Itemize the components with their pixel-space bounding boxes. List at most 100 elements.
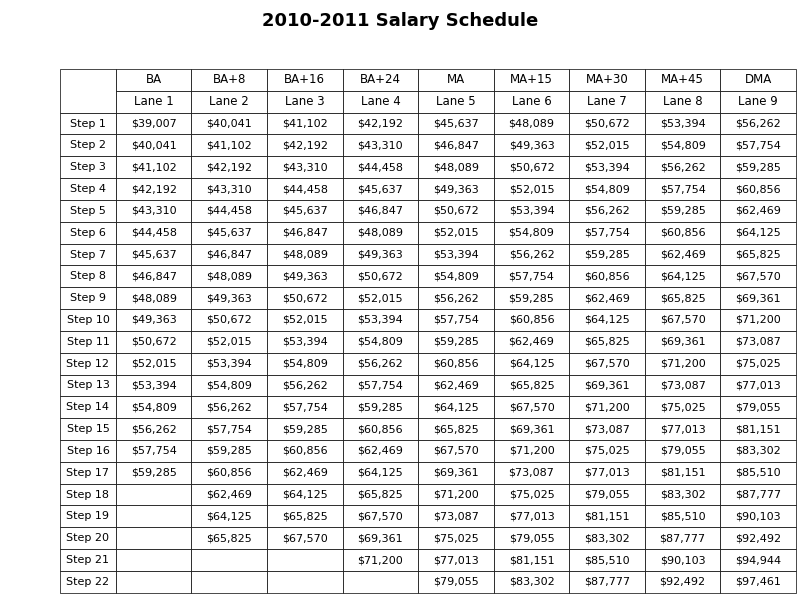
Bar [116,113,191,134]
Text: $71,200: $71,200 [584,402,630,412]
Bar [645,418,721,440]
Bar [418,418,494,440]
Text: $50,672: $50,672 [131,337,177,347]
Bar [645,440,721,462]
Bar [267,374,342,397]
Text: Step 6: Step 6 [70,227,106,238]
Bar [418,265,494,287]
Text: BA+24: BA+24 [360,73,401,86]
Text: $81,151: $81,151 [584,511,630,521]
Bar [570,527,645,549]
Bar [570,549,645,571]
Bar [60,134,116,156]
Text: $49,363: $49,363 [282,271,328,281]
Text: $62,469: $62,469 [660,250,706,260]
Bar [418,374,494,397]
Bar [570,244,645,265]
Text: Step 19: Step 19 [66,511,110,521]
Bar [645,374,721,397]
Text: $64,125: $64,125 [282,490,328,500]
Text: $67,570: $67,570 [735,271,781,281]
Bar [116,331,191,353]
Text: $46,847: $46,847 [433,140,479,151]
Text: $50,672: $50,672 [358,271,403,281]
Bar [267,69,342,91]
Text: MA+15: MA+15 [510,73,553,86]
Bar [645,222,721,244]
Bar [494,178,570,200]
Text: 2010-2011 Salary Schedule: 2010-2011 Salary Schedule [262,12,538,30]
Text: $59,285: $59,285 [735,162,781,172]
Text: $56,262: $56,262 [282,380,328,391]
Text: $73,087: $73,087 [433,511,479,521]
Bar [494,505,570,527]
Text: $75,025: $75,025 [584,446,630,456]
Text: BA+16: BA+16 [284,73,326,86]
Text: $50,672: $50,672 [433,206,479,216]
Bar [494,484,570,505]
Text: Lane 1: Lane 1 [134,95,174,108]
Text: $73,087: $73,087 [509,468,554,478]
Text: $77,013: $77,013 [584,468,630,478]
Bar [418,484,494,505]
Bar [494,397,570,418]
Bar [721,484,796,505]
Bar [570,331,645,353]
Text: $50,672: $50,672 [509,162,554,172]
Text: $43,310: $43,310 [206,184,252,194]
Bar [342,91,418,113]
Bar [570,462,645,484]
Text: $53,394: $53,394 [282,337,328,347]
Bar [494,265,570,287]
Text: $85,510: $85,510 [660,511,706,521]
Bar [721,462,796,484]
Text: $50,672: $50,672 [206,315,252,325]
Bar [494,113,570,134]
Text: $59,285: $59,285 [433,337,479,347]
Text: $92,492: $92,492 [659,577,706,587]
Bar [342,374,418,397]
Text: Step 22: Step 22 [66,577,110,587]
Bar [570,374,645,397]
Text: $83,302: $83,302 [509,577,554,587]
Text: $57,754: $57,754 [282,402,328,412]
Text: Step 18: Step 18 [66,490,110,500]
Bar [342,287,418,309]
Text: Step 8: Step 8 [70,271,106,281]
Bar [721,69,796,91]
Bar [721,418,796,440]
Text: $50,672: $50,672 [584,119,630,128]
Text: Step 13: Step 13 [66,380,110,391]
Text: $64,125: $64,125 [660,271,706,281]
Text: $53,394: $53,394 [131,380,177,391]
Bar [191,265,267,287]
Text: Lane 9: Lane 9 [738,95,778,108]
Text: $60,856: $60,856 [735,184,781,194]
Text: $57,754: $57,754 [206,424,252,434]
Bar [60,69,116,113]
Bar [342,331,418,353]
Text: MA+30: MA+30 [586,73,629,86]
Bar [60,462,116,484]
Bar [721,91,796,113]
Text: $48,089: $48,089 [433,162,479,172]
Text: $62,469: $62,469 [206,490,252,500]
Bar [645,505,721,527]
Bar [60,397,116,418]
Bar [342,222,418,244]
Bar [570,222,645,244]
Text: $64,125: $64,125 [584,315,630,325]
Text: $71,200: $71,200 [433,490,479,500]
Bar [60,571,116,593]
Bar [191,397,267,418]
Text: Step 11: Step 11 [66,337,110,347]
Text: $56,262: $56,262 [584,206,630,216]
Bar [721,265,796,287]
Bar [267,222,342,244]
Bar [191,287,267,309]
Text: $69,361: $69,361 [509,424,554,434]
Text: Step 2: Step 2 [70,140,106,151]
Text: $56,262: $56,262 [206,402,252,412]
Bar [267,200,342,222]
Bar [645,331,721,353]
